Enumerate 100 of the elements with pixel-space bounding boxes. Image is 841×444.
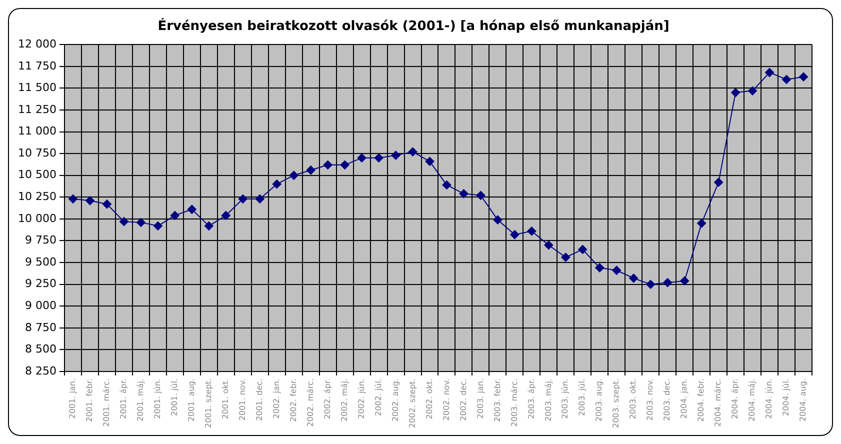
y-tick-label: 10 000 [18,212,56,225]
chart-title: Érvényesen beiratkozott olvasók (2001-) [a hónap első munkanapján] [158,17,670,34]
x-tick-label: 2002. aug. [390,378,400,422]
point [765,68,774,77]
point [391,150,400,160]
y-tick-label: 11 750 [18,59,56,72]
y-tick-label: 12 000 [18,37,56,50]
point [238,194,248,204]
x-tick-label: 2003. jún. [560,378,570,419]
point [476,190,486,200]
x-tick-label: 2004. ápr. [730,378,740,420]
point [680,276,690,286]
point [493,215,502,224]
point [187,204,196,214]
point [561,252,570,262]
point [289,170,298,180]
x-tick-label: 2002. jan. [272,378,281,419]
x-tick-label: 2001. dec. [254,378,264,421]
point [153,221,162,230]
point [68,194,78,204]
x-tick-label: 2004. máj. [748,378,757,422]
point [119,217,128,226]
point [748,86,758,96]
point [136,218,146,227]
x-tick-label: 2001. okt. [220,378,230,420]
y-tick-label: 9 000 [24,298,56,312]
y-tick-label: 8 750 [24,320,56,334]
y-tick-label: 8 500 [24,342,56,356]
x-tick-label: 2003. jan. [476,378,485,419]
x-tick-label: 2003. márc. [510,378,519,427]
x-tick-label: 2003. febr. [492,378,502,422]
x-tick-label: 2003. nov. [646,378,655,421]
point [255,194,264,204]
point [510,230,520,240]
x-tick-label: 2004. jan. [680,378,689,419]
point [323,160,332,170]
x-tick-label: 2001. jan. [68,378,78,419]
x-tick-label: 2002. nov. [442,378,451,421]
point [527,226,536,236]
x-tick-label: 2003. szept. [612,378,621,428]
point [340,160,350,170]
x-tick-label: 2002. dec. [458,378,468,421]
point [663,278,672,288]
x-tick-label: 2003. dec. [662,378,672,421]
y-tick-label: 9 250 [24,277,56,290]
point [799,72,808,82]
x-tick-label: 2001. júl. [170,378,179,416]
y-tick-label: 9 750 [24,234,56,247]
x-tick-label: 2003. aug. [594,378,604,422]
point [731,88,740,98]
point [85,196,94,206]
x-tick-label: 2001. máj. [136,378,146,422]
y-tick-label: 9 500 [24,255,56,268]
point [646,280,656,289]
point [578,244,588,254]
x-tick-label: 2001. márc. [102,378,112,427]
point [612,266,622,275]
point [714,178,724,187]
point [170,210,180,220]
y-tick-label: 10 500 [18,168,56,182]
x-tick-label: 2003. okt. [628,378,638,420]
y-tick-label: 10 250 [18,190,56,204]
x-tick-label: 2002. ápr. [322,378,332,420]
x-tick-label: 2004. febr. [696,378,706,422]
x-tick-label: 2001. ápr. [119,378,128,420]
point [408,147,418,156]
point [272,180,282,189]
y-tick-label: 11 000 [18,124,56,138]
x-tick-label: 2003. júl. [578,378,587,416]
point [629,274,638,283]
point [374,153,384,162]
point [442,180,452,190]
point [357,153,366,162]
x-tick-label: 2002. márc. [306,378,315,427]
point [459,189,468,198]
x-tick-label: 2001. aug. [186,378,196,422]
x-tick-label: 2002. jún. [356,378,366,419]
x-tick-label: 2004. jún. [764,378,774,419]
x-tick-label: 2002. okt. [424,378,434,420]
x-tick-label: 2002. szept. [408,378,417,428]
x-tick-label: 2001. febr. [85,378,94,422]
point [697,218,706,228]
y-tick-label: 11 250 [18,102,56,116]
x-tick-label: 2002. júl. [374,378,383,416]
x-tick-label: 2004. márc. [714,378,723,427]
point [595,263,604,272]
point [782,74,792,84]
x-tick-label: 2001. nov. [238,378,247,421]
point [204,221,214,230]
x-tick-label: 2002. máj. [340,378,349,422]
y-tick-label: 8 250 [24,364,56,378]
point [425,156,434,166]
x-tick-label: 2001. szept. [204,378,213,428]
x-tick-label: 2002. febr. [288,378,298,422]
point [102,200,112,209]
y-tick-label: 11 500 [18,81,56,94]
point [544,240,554,250]
x-tick-label: 2003. ápr. [526,378,536,420]
x-tick-label: 2003. máj. [544,378,553,422]
y-tick-label: 10 750 [18,146,56,160]
